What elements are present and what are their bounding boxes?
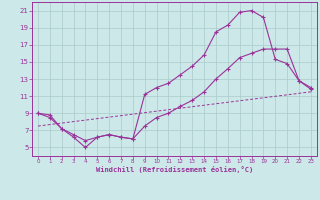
- X-axis label: Windchill (Refroidissement éolien,°C): Windchill (Refroidissement éolien,°C): [96, 166, 253, 173]
